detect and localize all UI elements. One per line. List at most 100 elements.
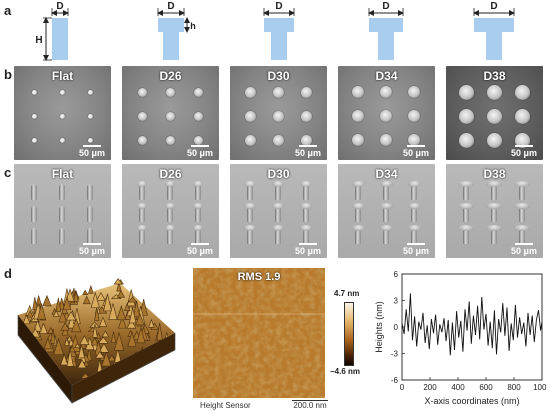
- pillar-cap: [486, 203, 502, 209]
- pillar-cap: [514, 203, 530, 209]
- pillar-cap: [137, 225, 147, 231]
- pillar-tilted-view: [167, 184, 173, 200]
- surface-spike: [66, 349, 74, 367]
- surface-spike: [135, 312, 145, 326]
- pillar-top-view: [87, 113, 93, 119]
- surface-spike: [82, 295, 91, 305]
- pillar-top-view: [193, 87, 203, 97]
- sem-top-panel-title: D30: [267, 69, 290, 83]
- x-tick-label: 400: [451, 383, 465, 392]
- afm-3d-surface: [17, 278, 176, 404]
- surface-spike: [116, 305, 127, 321]
- surface-spike: [88, 284, 94, 294]
- pillar-tilted-view: [247, 228, 253, 244]
- surface-spike: [77, 344, 86, 359]
- pillar-top-view: [137, 135, 147, 145]
- pillar-tilted-view: [491, 206, 497, 222]
- pillar-tilted-view: [87, 206, 93, 222]
- sem-top-panel-title: D38: [483, 69, 506, 83]
- schematic-d30-cap: [264, 18, 294, 32]
- pillar-tilted-view: [31, 228, 37, 244]
- pillar-top-view: [300, 134, 312, 146]
- schematic-d38-stem: [486, 32, 502, 60]
- pillar-cap: [244, 203, 256, 209]
- pillar-tilted-view: [383, 184, 389, 200]
- surface-spike: [107, 354, 116, 362]
- sem-top-panel-d30: D30 50 μm: [230, 66, 327, 160]
- scale-bar: 50 μm: [511, 145, 537, 158]
- pillar-cap: [458, 203, 474, 209]
- surface-spike: [90, 291, 100, 308]
- afm-sensor-label: Height Sensor: [200, 401, 251, 410]
- surface-spike: [103, 293, 112, 312]
- scale-bar-label: 50 μm: [78, 246, 105, 256]
- pillar-top-view: [31, 137, 37, 143]
- pillar-tilted-view: [275, 206, 281, 222]
- sem-top-panel-flat: Flat 50 μm: [14, 66, 111, 160]
- surface-spike: [94, 307, 100, 321]
- surface-spike: [114, 331, 125, 351]
- pillar-tilted-view: [195, 228, 201, 244]
- pillar-top-view: [352, 86, 364, 98]
- schematic-d26-cap: [158, 18, 184, 32]
- pillar-cap: [193, 203, 203, 209]
- scale-bar-label: 50 μm: [78, 148, 105, 158]
- scale-bar: 50 μm: [295, 145, 321, 158]
- pillar-cap: [351, 225, 365, 231]
- pillar-tilted-view: [31, 184, 37, 200]
- pillar-top-view: [352, 134, 364, 146]
- surface-spike: [65, 311, 77, 321]
- pillar-top-view: [458, 132, 474, 148]
- schematic-d38-cap: [474, 18, 514, 32]
- pillar-tilted-view: [355, 228, 361, 244]
- surface-spike: [53, 337, 64, 356]
- surface-spike: [118, 315, 127, 329]
- surface-spike: [66, 335, 73, 342]
- panel-label-d: d: [4, 266, 12, 281]
- pillar-top-view: [165, 111, 175, 121]
- pillar-top-view: [272, 86, 284, 98]
- pillar-top-view: [300, 86, 312, 98]
- sem-tilted-panel-title: D30: [267, 167, 290, 181]
- pillar-cap: [379, 203, 393, 209]
- pillar-cap: [458, 181, 474, 187]
- x-tick-label: 0: [400, 383, 405, 392]
- sem-tilted-panel-d26: D26 50 μm: [122, 164, 219, 258]
- surface-spike: [101, 351, 112, 367]
- scale-bar-label: 50 μm: [186, 148, 213, 158]
- x-tick-label: 1000: [533, 383, 546, 392]
- svg-text:D: D: [382, 1, 389, 12]
- pillar-top-view: [486, 132, 502, 148]
- surface-spike: [62, 296, 72, 310]
- pillar-top-view: [514, 132, 530, 148]
- pillar-top-view: [486, 108, 502, 124]
- pillar-cap: [165, 181, 175, 187]
- sem-tilted-panel-flat: Flat 50 μm: [14, 164, 111, 258]
- pillar-tilted-view: [463, 184, 469, 200]
- pillar-tilted-view: [59, 184, 65, 200]
- pillar-top-view: [244, 86, 256, 98]
- pillar-top-view: [458, 108, 474, 124]
- scale-bar-label: 50 μm: [294, 246, 321, 256]
- pillar-top-view: [31, 113, 37, 119]
- pillar-cap: [486, 225, 502, 231]
- scale-bar: 50 μm: [403, 145, 429, 158]
- afm-colorbar-max: 4.7 nm: [334, 289, 360, 298]
- surface-spike: [68, 336, 75, 347]
- panel-label-a: a: [4, 3, 12, 18]
- surface-spike: [101, 330, 110, 338]
- pillar-top-view: [137, 111, 147, 121]
- pillar-tilted-view: [303, 206, 309, 222]
- schematic-d26-stem: [163, 32, 179, 60]
- pillar-top-view: [244, 110, 256, 122]
- surface-spike: [71, 317, 82, 333]
- pillar-tilted-view: [411, 184, 417, 200]
- pillar-top-view: [380, 86, 392, 98]
- pillar-top-view: [193, 111, 203, 121]
- afm-rms-label: RMS 1.9: [237, 271, 281, 283]
- surface-spike: [97, 336, 109, 344]
- pillar-tilted-view: [59, 228, 65, 244]
- afm-colorbar: [344, 302, 354, 366]
- pillar-tilted-view: [519, 206, 525, 222]
- pillar-top-view: [486, 84, 502, 100]
